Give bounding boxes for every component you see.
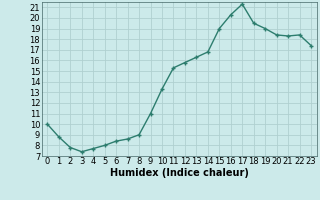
X-axis label: Humidex (Indice chaleur): Humidex (Indice chaleur) <box>110 168 249 178</box>
